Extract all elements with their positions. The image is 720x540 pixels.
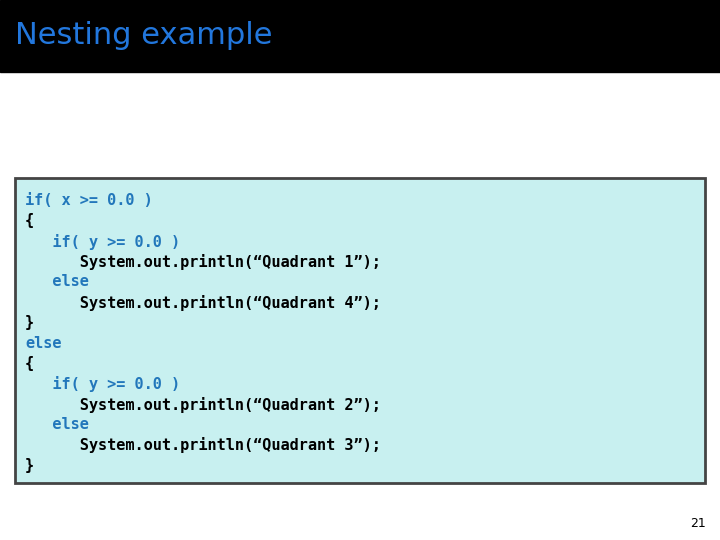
Text: 21: 21 bbox=[690, 517, 706, 530]
Text: if( x >= 0.0 ): if( x >= 0.0 ) bbox=[25, 193, 153, 208]
Text: System.out.println(“Quadrant 1”);: System.out.println(“Quadrant 1”); bbox=[25, 254, 381, 270]
Text: if( y >= 0.0 ): if( y >= 0.0 ) bbox=[25, 376, 180, 392]
Text: else: else bbox=[25, 274, 89, 289]
Bar bbox=[15, 178, 705, 483]
Text: System.out.println(“Quadrant 4”);: System.out.println(“Quadrant 4”); bbox=[25, 295, 381, 311]
Text: System.out.println(“Quadrant 3”);: System.out.println(“Quadrant 3”); bbox=[25, 437, 381, 454]
Text: }: } bbox=[25, 315, 34, 330]
Bar bbox=[0, 0, 720, 72]
Text: }: } bbox=[25, 458, 34, 472]
Text: else: else bbox=[25, 335, 61, 350]
Text: {: { bbox=[25, 356, 34, 371]
Text: Nesting example: Nesting example bbox=[15, 22, 272, 51]
Text: if( y >= 0.0 ): if( y >= 0.0 ) bbox=[25, 234, 180, 250]
Text: System.out.println(“Quadrant 2”);: System.out.println(“Quadrant 2”); bbox=[25, 396, 381, 413]
Text: {: { bbox=[25, 213, 34, 228]
Text: else: else bbox=[25, 417, 89, 432]
Text: □Find which quadrant the point (x,y) is in: □Find which quadrant the point (x,y) is … bbox=[28, 382, 493, 402]
